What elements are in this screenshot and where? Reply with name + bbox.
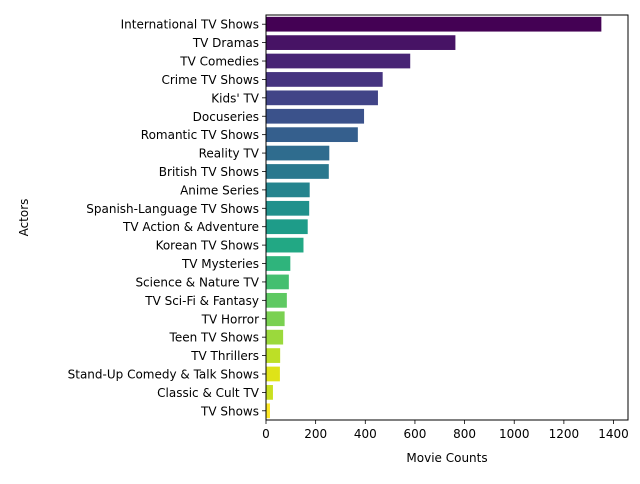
x-tick-label: 200 bbox=[304, 427, 327, 441]
bar bbox=[266, 53, 411, 69]
y-tick-label: Anime Series bbox=[180, 183, 259, 197]
bar bbox=[266, 403, 270, 419]
bar bbox=[266, 237, 304, 253]
y-tick-label: Stand-Up Comedy & Talk Shows bbox=[68, 367, 259, 381]
y-tick-label: International TV Shows bbox=[121, 18, 259, 32]
y-tick-label: Korean TV Shows bbox=[156, 239, 259, 253]
y-tick-labels: International TV Shows TV Dramas TV Comedi… bbox=[68, 18, 266, 418]
bar bbox=[266, 292, 287, 308]
bar bbox=[266, 329, 284, 345]
x-tick-label: 0 bbox=[262, 427, 270, 441]
bar bbox=[266, 274, 289, 290]
y-tick-label: Teen TV Shows bbox=[169, 331, 259, 345]
bar bbox=[266, 256, 291, 271]
y-tick-label: TV Action & Adventure bbox=[122, 220, 259, 234]
x-tick-label: 1000 bbox=[499, 427, 530, 441]
y-axis-label: Actors bbox=[17, 199, 31, 237]
x-tick-label: 400 bbox=[354, 427, 377, 441]
bar bbox=[266, 90, 378, 106]
y-tick-label: Classic & Cult TV bbox=[157, 386, 260, 400]
bar bbox=[266, 348, 281, 363]
bar bbox=[266, 145, 330, 161]
y-tick-label: Crime TV Shows bbox=[161, 73, 259, 87]
y-tick-label: TV Comedies bbox=[179, 55, 259, 69]
y-tick-label: TV Horror bbox=[201, 312, 259, 326]
bars-group bbox=[266, 16, 602, 419]
bar bbox=[266, 16, 602, 32]
y-tick-label: Science & Nature TV bbox=[135, 275, 259, 289]
y-tick-label: Spanish-Language TV Shows bbox=[86, 202, 259, 216]
y-tick-label: Romantic TV Shows bbox=[141, 128, 259, 142]
bar bbox=[266, 35, 456, 50]
y-tick-label: TV Sci-Fi & Fantasy bbox=[144, 294, 259, 308]
y-tick-label: Docuseries bbox=[193, 110, 259, 124]
y-tick-label: Reality TV bbox=[199, 147, 260, 161]
y-tick-label: Kids' TV bbox=[211, 91, 260, 105]
x-tick-label: 1400 bbox=[598, 427, 629, 441]
bar bbox=[266, 366, 280, 382]
bar bbox=[266, 200, 310, 216]
plot-frame bbox=[265, 14, 629, 421]
y-tick-label: TV Shows bbox=[200, 404, 259, 418]
x-tick-label: 600 bbox=[403, 427, 426, 441]
bar bbox=[266, 164, 329, 179]
bar bbox=[266, 108, 365, 124]
bar bbox=[266, 385, 273, 400]
bar bbox=[266, 311, 285, 327]
bar bbox=[266, 219, 308, 235]
x-axis-label: Movie Counts bbox=[406, 451, 487, 465]
y-tick-label: TV Dramas bbox=[192, 36, 259, 50]
y-tick-label: TV Mysteries bbox=[181, 257, 259, 271]
bar bbox=[266, 182, 310, 198]
x-tick-label: 800 bbox=[453, 427, 476, 441]
bar bbox=[266, 72, 383, 87]
x-tick-label: 1200 bbox=[549, 427, 580, 441]
y-tick-label: TV Thrillers bbox=[190, 349, 259, 363]
bar bbox=[266, 127, 358, 143]
y-tick-label: British TV Shows bbox=[159, 165, 259, 179]
x-ticks: 0 200 400 600 800 1000 1200 1400 bbox=[262, 420, 629, 441]
